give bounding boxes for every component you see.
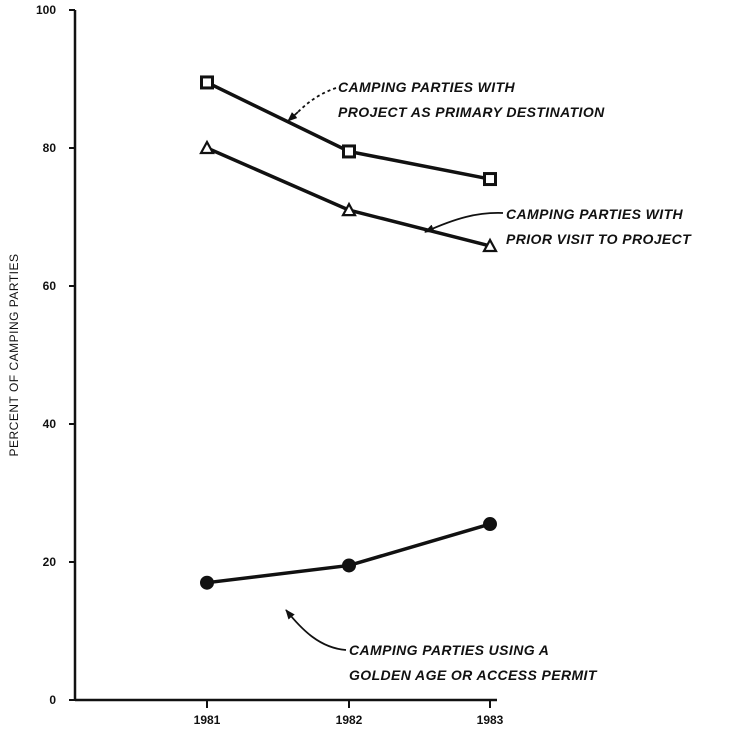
annotation-primary-destination-leader-dashed [297,87,337,113]
y-axis-title: PERCENT OF CAMPING PARTIES [7,253,21,456]
series-circle-point-1981 [200,575,214,590]
series-square-point-1983 [483,172,497,187]
annotation-golden-age-line-2: GOLDEN AGE OR ACCESS PERMIT [349,667,598,683]
y-tick-label-40: 40 [43,417,57,431]
y-tick-label-80: 80 [43,141,57,155]
annotation-prior-visit-line-2: PRIOR VISIT TO PROJECT [506,231,692,247]
y-tick-label-0: 0 [49,693,56,707]
series-triangle-point-1981 [199,139,215,155]
x-tick-label-1983: 1983 [477,713,504,727]
series-triangle [199,139,498,253]
annotation-prior-visit-line-1: CAMPING PARTIES WITH [506,206,684,222]
annotation-prior-visit: CAMPING PARTIES WITH PRIOR VISIT TO PROJ… [424,206,692,247]
y-ticks: 0 20 40 60 80 100 [36,3,75,707]
y-tick-label-100: 100 [36,3,56,17]
y-tick-label-20: 20 [43,555,57,569]
annotation-golden-age: CAMPING PARTIES USING A GOLDEN AGE OR AC… [285,609,598,683]
series-circle [200,517,497,590]
series-square-point-1982 [342,144,356,159]
series-layer [199,75,498,590]
series-triangle-point-1982 [341,201,357,217]
x-ticks: 1981 1982 1983 [194,700,504,727]
series-triangle-point-1983 [482,237,498,253]
annotation-primary-destination-line-1: CAMPING PARTIES WITH [338,79,516,95]
x-tick-label-1982: 1982 [336,713,363,727]
y-tick-label-60: 60 [43,279,57,293]
annotation-golden-age-line-1: CAMPING PARTIES USING A [349,642,549,658]
series-square-line [206,80,491,181]
axes [73,10,497,702]
annotation-prior-visit-leader [424,212,504,233]
annotation-primary-destination-leader [287,111,299,122]
series-square [200,75,497,187]
series-circle-point-1983 [483,517,497,532]
series-triangle-line [206,146,491,248]
x-tick-label-1981: 1981 [194,713,221,727]
series-circle-line [206,522,491,585]
series-circle-point-1982 [342,558,356,573]
annotation-primary-destination-line-2: PROJECT AS PRIMARY DESTINATION [338,104,605,120]
annotation-primary-destination: CAMPING PARTIES WITH PROJECT AS PRIMARY … [287,79,605,122]
series-square-point-1981 [200,75,214,90]
annotation-golden-age-leader [285,609,347,651]
